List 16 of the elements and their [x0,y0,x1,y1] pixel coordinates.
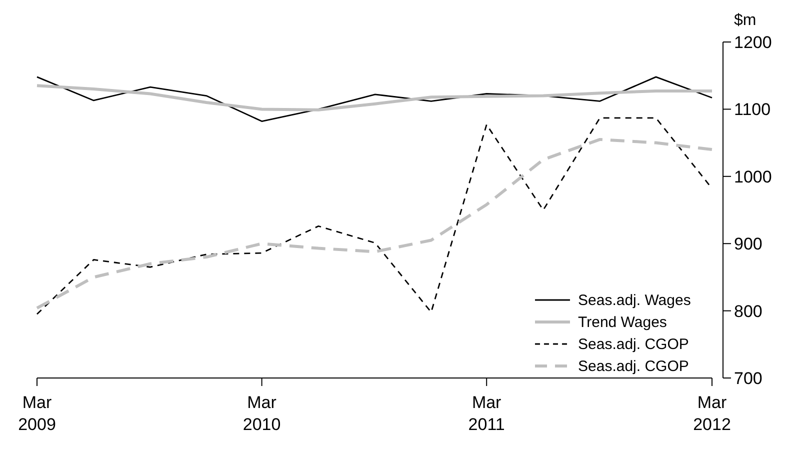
y-tick-label: 700 [734,369,762,388]
legend-label: Trend Wages [578,314,667,331]
y-tick-label: 1000 [734,167,772,186]
y-tick-label: 1100 [734,100,771,120]
legend-label: Seas.adj. CGOP [578,336,689,353]
legend-label: Seas.adj. Wages [578,292,691,309]
line-series [36,84,714,112]
x-tick-label: Mar 2009 [18,393,56,434]
y-tick-label: 800 [734,302,762,321]
x-tick-label: Mar 2011 [468,393,505,434]
y-tick-label: 900 [734,234,762,254]
y-tick-label: 1200 [734,33,772,52]
y-axis-title: $m [734,12,756,29]
legend-label: Seas.adj. CGOP [578,358,689,375]
x-tick-label: Mar 2012 [693,393,731,434]
x-tick-label: Mar 2010 [242,393,281,434]
